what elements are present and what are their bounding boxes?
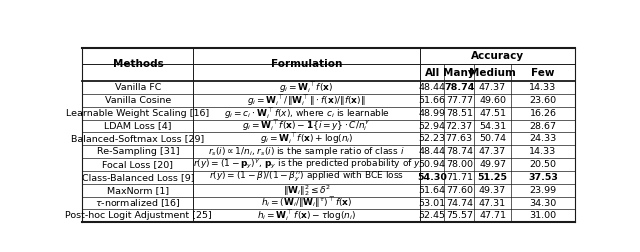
Text: Focal Loss [20]: Focal Loss [20] xyxy=(102,160,173,169)
Text: 54.30: 54.30 xyxy=(417,173,447,182)
Text: 31.00: 31.00 xyxy=(529,211,557,220)
Text: $\tau$-normalized [16]: $\tau$-normalized [16] xyxy=(95,197,181,209)
Text: 48.44: 48.44 xyxy=(419,83,445,92)
Text: $g_i = \mathbf{W}_i^\top/\|\mathbf{W}_i^\top\| \cdot f(\mathbf{x})/\|f(\mathbf{x: $g_i = \mathbf{W}_i^\top/\|\mathbf{W}_i^… xyxy=(247,93,366,108)
Text: Re-Sampling [31]: Re-Sampling [31] xyxy=(97,147,179,156)
Text: 51.64: 51.64 xyxy=(419,186,445,195)
Text: 71.71: 71.71 xyxy=(446,173,473,182)
Text: Medium: Medium xyxy=(469,68,516,78)
Text: 47.37: 47.37 xyxy=(479,147,506,156)
Text: 74.74: 74.74 xyxy=(446,199,473,208)
Text: 20.50: 20.50 xyxy=(529,160,557,169)
Text: 50.74: 50.74 xyxy=(479,134,506,143)
Text: 49.97: 49.97 xyxy=(479,160,506,169)
Text: 23.99: 23.99 xyxy=(529,186,557,195)
Text: 78.51: 78.51 xyxy=(446,109,473,118)
Text: 52.45: 52.45 xyxy=(419,211,445,220)
Text: Post-hoc Logit Adjustment [25]: Post-hoc Logit Adjustment [25] xyxy=(65,211,211,220)
Text: 50.94: 50.94 xyxy=(419,160,445,169)
Text: $g_i = \mathbf{W}_i^\top f(\mathbf{x}) + \log(n_i)$: $g_i = \mathbf{W}_i^\top f(\mathbf{x}) +… xyxy=(260,131,353,146)
Text: 34.30: 34.30 xyxy=(529,199,557,208)
Text: 47.37: 47.37 xyxy=(479,83,506,92)
Text: 77.60: 77.60 xyxy=(446,186,473,195)
Text: 77.63: 77.63 xyxy=(445,134,473,143)
Text: 49.37: 49.37 xyxy=(479,186,506,195)
Text: Learnable Weight Scaling [16]: Learnable Weight Scaling [16] xyxy=(67,109,209,118)
Text: 77.77: 77.77 xyxy=(446,96,473,105)
Text: 37.53: 37.53 xyxy=(528,173,558,182)
Text: Few: Few xyxy=(531,68,555,78)
Text: 75.57: 75.57 xyxy=(446,211,473,220)
Text: $r(y) = (1-\mathbf{p}_y)^\gamma$, $\mathbf{p}_y$ is the predicted probability of: $r(y) = (1-\mathbf{p}_y)^\gamma$, $\math… xyxy=(193,158,420,171)
Text: $r_s(i) \propto 1/n_i$, $r_s(i)$ is the sample ratio of class $i$: $r_s(i) \propto 1/n_i$, $r_s(i)$ is the … xyxy=(208,145,405,158)
Text: 28.67: 28.67 xyxy=(529,121,557,131)
Text: $\|\mathbf{W}_i\|_2^2 \leq \delta^2$: $\|\mathbf{W}_i\|_2^2 \leq \delta^2$ xyxy=(283,183,331,198)
Text: 48.99: 48.99 xyxy=(419,109,445,118)
Text: 48.44: 48.44 xyxy=(419,147,445,156)
Text: 14.33: 14.33 xyxy=(529,147,557,156)
Text: Accuracy: Accuracy xyxy=(471,51,524,61)
Text: 14.33: 14.33 xyxy=(529,83,557,92)
Text: $h_i = \mathbf{W}_i^\top f(\mathbf{x}) - \tau \log(n_i)$: $h_i = \mathbf{W}_i^\top f(\mathbf{x}) -… xyxy=(257,208,356,223)
Text: $g_i = \mathbf{W}_i^\top f(\mathbf{x}) - \mathbf{1}\{i=y\} \cdot C/n_i^\gamma$: $g_i = \mathbf{W}_i^\top f(\mathbf{x}) -… xyxy=(243,119,371,134)
Text: 47.31: 47.31 xyxy=(479,199,506,208)
Text: MaxNorm [1]: MaxNorm [1] xyxy=(107,186,169,195)
Text: 16.26: 16.26 xyxy=(529,109,557,118)
Text: 49.60: 49.60 xyxy=(479,96,506,105)
Text: 53.01: 53.01 xyxy=(419,199,445,208)
Text: Class-Balanced Loss [9]: Class-Balanced Loss [9] xyxy=(82,173,194,182)
Text: LDAM Loss [4]: LDAM Loss [4] xyxy=(104,121,172,131)
Text: 78.74: 78.74 xyxy=(446,147,473,156)
Text: 23.60: 23.60 xyxy=(529,96,557,105)
Text: 47.51: 47.51 xyxy=(479,109,506,118)
Text: Formulation: Formulation xyxy=(271,59,342,69)
Text: 78.74: 78.74 xyxy=(444,83,474,92)
Text: Many: Many xyxy=(444,68,475,78)
Text: $g_i = c_i \cdot \mathbf{W}_i^\top f(x)$, where $c_i$ is learnable: $g_i = c_i \cdot \mathbf{W}_i^\top f(x)$… xyxy=(223,106,390,121)
Text: 51.66: 51.66 xyxy=(419,96,445,105)
Text: 47.71: 47.71 xyxy=(479,211,506,220)
Text: $g_i = \mathbf{W}_i^\top f(\mathbf{x})$: $g_i = \mathbf{W}_i^\top f(\mathbf{x})$ xyxy=(280,80,333,95)
Text: 52.23: 52.23 xyxy=(419,134,445,143)
Text: 78.00: 78.00 xyxy=(446,160,473,169)
Text: All: All xyxy=(424,68,440,78)
Text: 52.94: 52.94 xyxy=(419,121,445,131)
Text: 54.31: 54.31 xyxy=(479,121,506,131)
Text: 24.33: 24.33 xyxy=(529,134,557,143)
Text: Vanilla Cosine: Vanilla Cosine xyxy=(105,96,171,105)
Text: $r(y) = (1-\beta)/(1-\beta_y^n)$ applied with BCE loss: $r(y) = (1-\beta)/(1-\beta_y^n)$ applied… xyxy=(209,170,404,184)
Text: 72.37: 72.37 xyxy=(445,121,473,131)
Text: Balanced-Softmax Loss [29]: Balanced-Softmax Loss [29] xyxy=(71,134,205,143)
Text: Vanilla FC: Vanilla FC xyxy=(115,83,161,92)
Text: 51.25: 51.25 xyxy=(477,173,508,182)
Text: $h_i = (\mathbf{W}_i/\|\mathbf{W}_i\|^\tau)^\top f(\mathbf{x})$: $h_i = (\mathbf{W}_i/\|\mathbf{W}_i\|^\t… xyxy=(261,196,352,210)
Text: Methods: Methods xyxy=(113,59,163,69)
